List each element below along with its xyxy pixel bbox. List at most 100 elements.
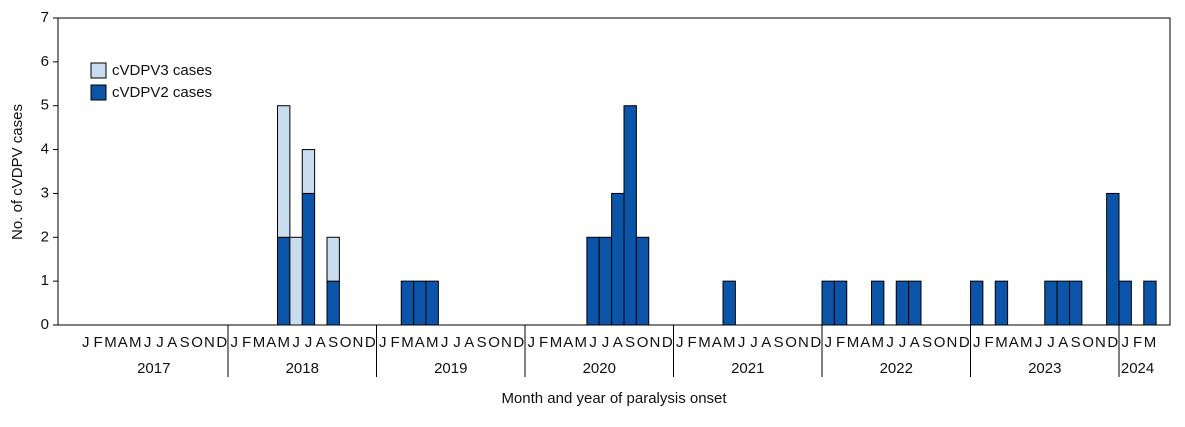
x-tick-label: A [266,334,276,351]
bar-segment [1143,280,1157,326]
y-axis-label: No. of cVDPV cases [9,104,26,240]
x-tick-label: J [1121,334,1129,351]
bar-segment [623,105,637,326]
x-tick-label: N [353,334,364,351]
bar-segment [598,236,613,326]
x-tick-label: J [82,334,90,351]
x-tick-label: D [365,334,376,351]
y-tick-label: 6 [41,53,49,70]
x-tick-label: F [539,334,548,351]
x-tick-label: A [1058,334,1068,351]
x-tick-label: M [574,334,587,351]
bar-segment [871,280,885,326]
bar-segment [301,192,316,326]
year-label: 2020 [583,360,616,377]
x-tick-label: M [723,334,736,351]
bar-segment [611,192,625,326]
year-label: 2024 [1121,360,1154,377]
bar-segment [1069,280,1083,326]
bar-segment [400,280,415,326]
x-tick-label: J [973,334,981,351]
x-tick-label: J [886,334,894,351]
bar-segment [413,280,427,326]
x-tick-label: M [277,334,290,351]
x-tick-label: F [687,334,696,351]
bar-segment [635,236,650,326]
x-tick-label: D [810,334,821,351]
x-tick-label: S [180,334,190,351]
bar-segment [277,236,291,326]
bar-segment [277,105,291,238]
x-tick-label: M [1020,334,1033,351]
x-tick-label: M [871,334,884,351]
x-tick-label: J [1035,334,1043,351]
x-tick-label: A [712,334,722,351]
x-tick-label: S [328,334,338,351]
y-tick-label: 7 [41,9,49,26]
legend-swatch [90,62,107,79]
bar-segment [289,236,303,326]
x-tick-label: N [947,334,958,351]
legend-label: cVDPV2 cases [112,84,212,101]
x-tick-label: J [292,334,300,351]
x-tick-label: M [104,334,117,351]
y-tick-label: 0 [41,316,49,333]
x-tick-label: A [1009,334,1019,351]
x-tick-label: M [698,334,711,351]
x-tick-label: J [899,334,907,351]
year-label: 2018 [286,360,319,377]
x-tick-label: S [477,334,487,351]
x-tick-label: F [836,334,845,351]
x-tick-label: J [305,334,313,351]
x-tick-label: D [1107,334,1118,351]
x-tick-label: N [204,334,215,351]
x-tick-label: A [860,334,870,351]
y-tick-label: 5 [41,97,49,114]
bar-segment [586,236,600,326]
x-tick-label: N [650,334,661,351]
x-tick-label: M [253,334,266,351]
x-tick-label: N [798,334,809,351]
bar-segment [1106,192,1120,326]
x-tick-label: M [995,334,1008,351]
x-tick-label: O [340,334,352,351]
bar-segment [326,236,340,282]
x-tick-label: J [602,334,610,351]
year-label: 2017 [137,360,170,377]
x-tick-label: J [144,334,152,351]
x-tick-label: N [1095,334,1106,351]
bar-segment [1118,280,1132,326]
x-tick-label: J [379,334,387,351]
bar-segment [821,280,835,326]
legend-label: cVDPV3 cases [112,62,212,79]
bar-segment [301,149,316,194]
bar-segment [908,280,922,326]
x-tick-label: J [750,334,758,351]
x-tick-label: J [589,334,597,351]
year-label: 2022 [880,360,913,377]
year-label: 2023 [1028,360,1061,377]
x-tick-label: J [527,334,535,351]
x-tick-label: A [910,334,920,351]
x-tick-label: A [563,334,573,351]
x-tick-label: A [761,334,771,351]
bar-segment [1044,280,1058,326]
y-tick-label: 4 [41,141,49,158]
x-tick-label: O [488,334,500,351]
x-tick-label: S [1071,334,1081,351]
y-tick-label: 3 [41,184,49,201]
x-tick-label: O [934,334,946,351]
bar-segment [1056,280,1070,326]
x-tick-label: F [1133,334,1142,351]
y-tick-label: 2 [41,228,49,245]
x-tick-label: O [637,334,649,351]
bar-segment [895,280,910,326]
x-tick-label: O [1082,334,1094,351]
x-tick-label: J [453,334,461,351]
x-tick-label: F [242,334,251,351]
x-tick-label: M [401,334,414,351]
bar-segment [833,280,848,326]
x-tick-label: O [785,334,797,351]
bar-segment [326,280,340,326]
